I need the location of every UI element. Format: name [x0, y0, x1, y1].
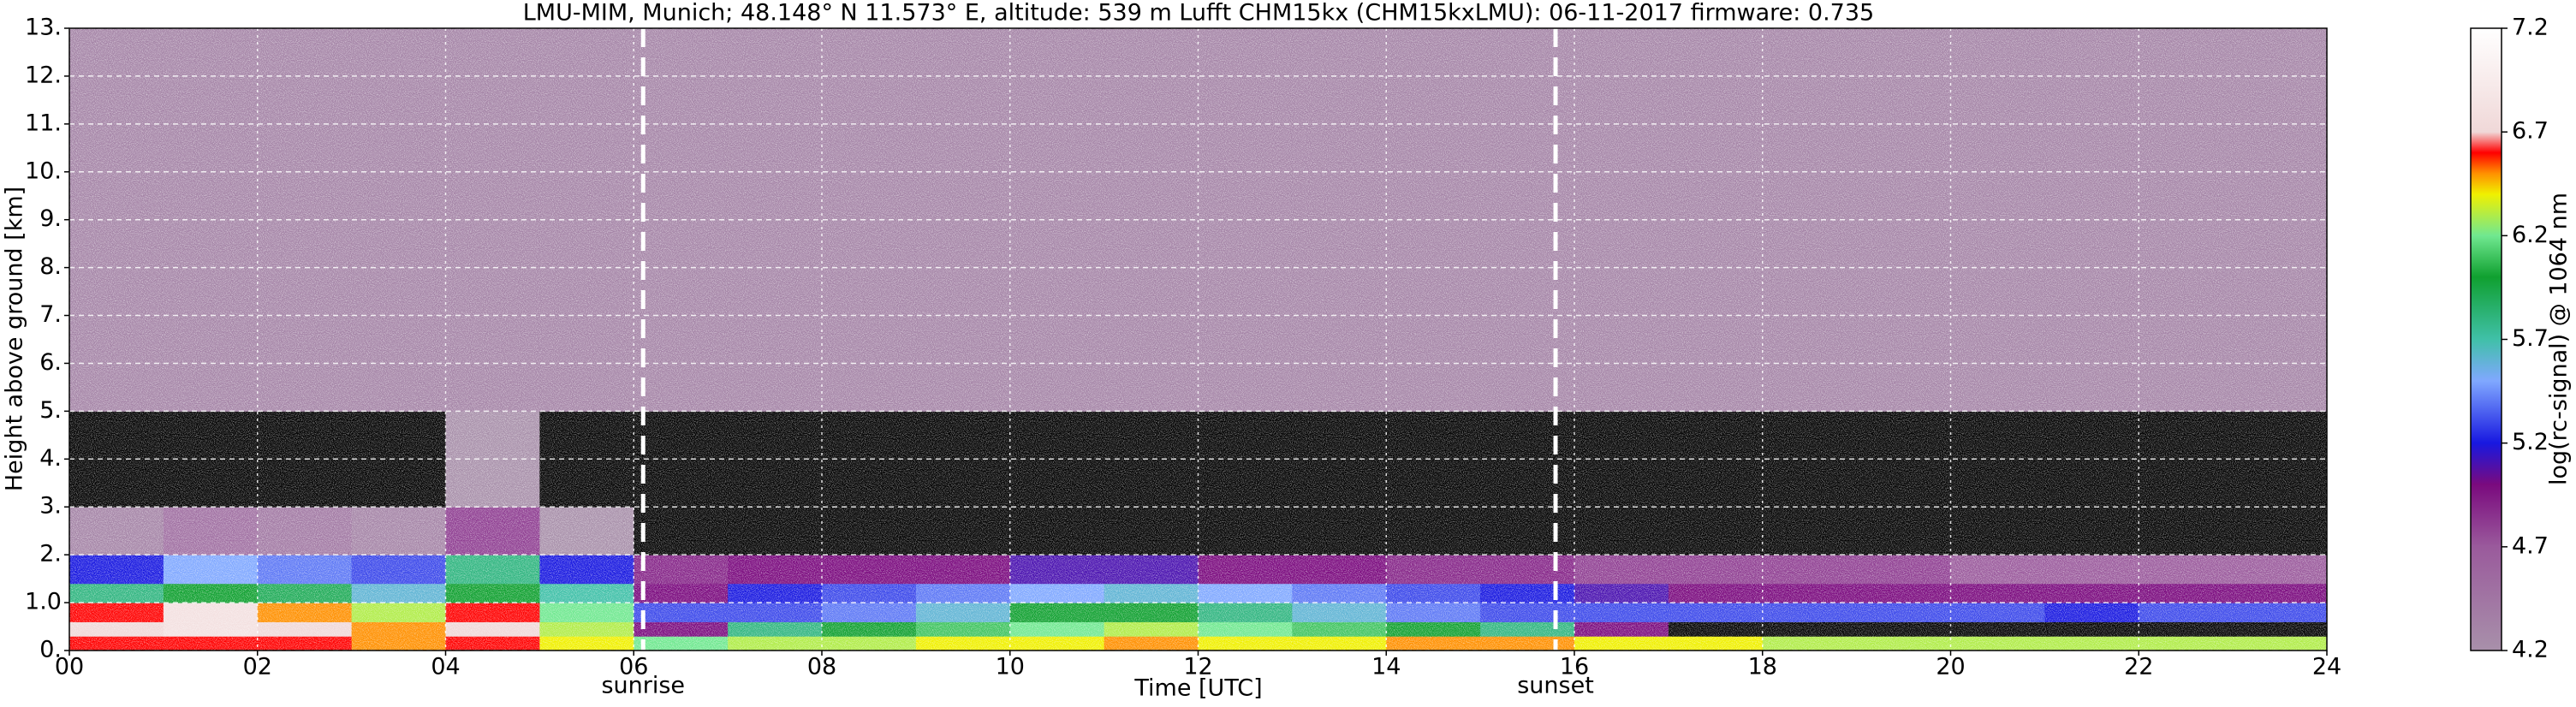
- colorbar-tick-label: 4.7: [2512, 532, 2549, 559]
- y-tick-label: 12.: [25, 62, 62, 88]
- x-tick-label: 20: [1936, 654, 1965, 680]
- y-tick-label: 5.: [39, 397, 62, 424]
- x-tick-label: 18: [1748, 654, 1777, 680]
- colorbar-tick-label: 6.2: [2512, 222, 2549, 248]
- colorbar-tick-label: 7.2: [2512, 15, 2549, 41]
- y-tick-label: 11.: [25, 110, 62, 136]
- x-tick-label: 24: [2312, 654, 2341, 680]
- y-tick-label: 1.0: [25, 589, 62, 615]
- x-tick-label: 12: [1183, 654, 1212, 680]
- y-tick-label: 7.: [39, 301, 62, 328]
- x-axis-label: Time [UTC]: [1133, 675, 1262, 702]
- colorbar-tick-label: 6.7: [2512, 118, 2549, 145]
- y-tick-label: 13.: [25, 15, 62, 41]
- y-tick-label: 3.: [39, 493, 62, 520]
- annotation-label: sunset: [1517, 673, 1594, 699]
- colorbar-tick-label: 5.2: [2512, 429, 2549, 455]
- x-tick-label: 00: [55, 654, 84, 680]
- x-tick-label: 10: [996, 654, 1025, 680]
- y-tick-label: 6.: [39, 349, 62, 376]
- colorbar-tick-label: 4.2: [2512, 637, 2549, 663]
- y-tick-label: 10.: [25, 157, 62, 184]
- x-tick-label: 14: [1371, 654, 1401, 680]
- annotation-label: sunrise: [601, 673, 685, 699]
- colorbar-label: log(rc-signal) @ 1064 nm: [2546, 193, 2573, 485]
- x-tick-label: 04: [431, 654, 460, 680]
- y-tick-label: 4.: [39, 445, 62, 472]
- chart-title: LMU-MIM, Munich; 48.148° N 11.573° E, al…: [523, 0, 1874, 27]
- x-tick-label: 08: [807, 654, 836, 680]
- x-tick-label: 22: [2124, 654, 2153, 680]
- x-tick-label: 16: [1560, 654, 1589, 680]
- y-tick-label: 8.: [39, 253, 62, 280]
- colorbar: [2470, 27, 2502, 651]
- y-tick-label: 2.: [39, 541, 62, 567]
- y-tick-label: 0.: [39, 637, 62, 663]
- y-tick-label: 9.: [39, 205, 62, 232]
- x-tick-label: 06: [619, 654, 648, 680]
- x-tick-label: 02: [243, 654, 272, 680]
- plot-frame: [68, 27, 2328, 651]
- y-axis-label: Height above ground [km]: [2, 187, 28, 491]
- colorbar-tick-label: 5.7: [2512, 325, 2549, 352]
